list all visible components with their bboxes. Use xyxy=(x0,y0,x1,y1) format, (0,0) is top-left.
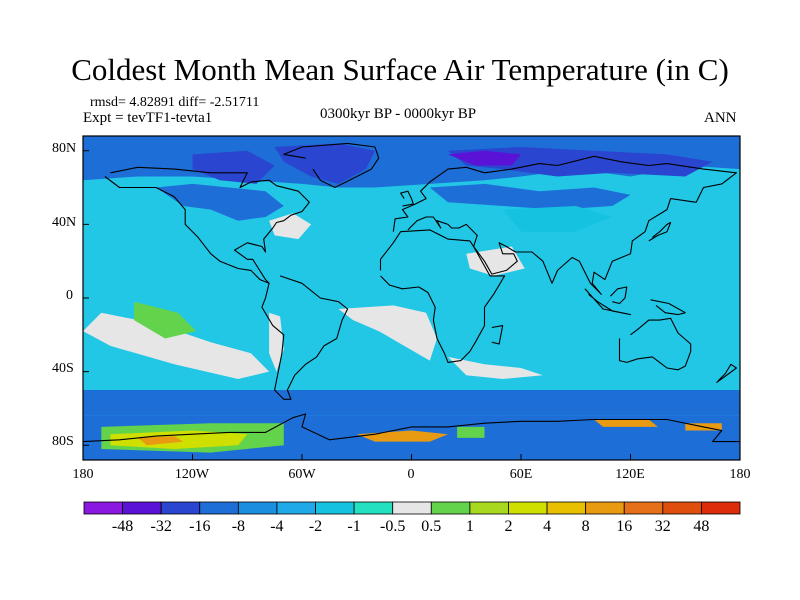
colorbar-swatch-0 xyxy=(83,501,123,515)
lon-tick-60e: 60E xyxy=(509,467,533,482)
colorbar-label-14: 32 xyxy=(654,518,671,535)
coast-japan xyxy=(648,221,672,242)
lat-tick-40n: 40N xyxy=(52,215,77,230)
colorbar-swatch-3 xyxy=(199,501,239,515)
field-eantarctic-green xyxy=(457,426,485,438)
experiment-label: Expt = tevTF1-tevta1 xyxy=(83,110,213,126)
lon-tick-120e: 120E xyxy=(615,467,645,482)
colorbar-label-4: -4 xyxy=(270,518,284,535)
field-atlantic-neutral xyxy=(338,305,437,361)
colorbar-swatch-14 xyxy=(623,501,664,515)
field-antarctic-orange xyxy=(137,436,184,446)
field-indian-neutral xyxy=(448,356,543,379)
coast-indonesia xyxy=(584,288,632,316)
field-central-asia-cool xyxy=(502,206,613,232)
field-southern-ocean-cold xyxy=(83,390,740,416)
rmsd-stats: rmsd= 4.82891 diff= -2.51711 xyxy=(90,95,260,110)
coast-australia xyxy=(618,317,692,371)
period-label: 0300kyr BP - 0000kyr BP xyxy=(320,106,477,122)
field-andes-neutral xyxy=(269,312,284,372)
colorbar-swatch-6 xyxy=(315,501,355,515)
field-namerica-cold xyxy=(156,183,284,221)
colorbar-swatch-7 xyxy=(353,501,394,515)
colorbar-label-1: -32 xyxy=(150,518,172,535)
field-s-pacific-green xyxy=(134,301,197,339)
lat-tick-80s: 80S xyxy=(52,434,74,449)
colorbar-label-13: 16 xyxy=(616,518,633,535)
colorbar-swatch-9 xyxy=(430,501,471,515)
coast-africa xyxy=(379,229,506,363)
colorbar-swatch-15 xyxy=(662,501,702,515)
field-siberia-coldest xyxy=(448,150,521,166)
field-greenland-colder xyxy=(274,143,375,184)
coast-eurasia xyxy=(392,155,737,295)
axis-ticks xyxy=(82,150,741,460)
colorbar-label-15: 48 xyxy=(693,518,710,535)
colorbar-swatch-13 xyxy=(585,501,625,515)
lon-tick-120w: 120W xyxy=(174,467,210,482)
colorbar-label-7: -0.5 xyxy=(380,518,406,535)
field-pacific-neutral xyxy=(83,312,270,379)
field-natl-neutral xyxy=(269,213,312,240)
coastlines xyxy=(82,142,740,443)
colorbar-label-0: -48 xyxy=(111,518,134,535)
season-label: ANN xyxy=(704,110,737,126)
coast-new-zealand xyxy=(715,363,737,384)
coast-new-guinea xyxy=(650,299,686,316)
colorbar-label-3: -8 xyxy=(231,518,246,535)
colorbar-swatch-16 xyxy=(701,501,741,515)
temperature-field xyxy=(83,136,740,460)
colorbar-label-5: -2 xyxy=(308,518,323,535)
coast-north-america xyxy=(104,166,310,284)
chart-title: Coldest Month Mean Surface Air Temperatu… xyxy=(71,52,729,87)
colorbar-label-11: 4 xyxy=(543,518,552,535)
colorbar-label-9: 1 xyxy=(465,518,474,535)
coast-uk xyxy=(400,190,414,207)
colorbar-swatch-4 xyxy=(237,501,278,515)
field-canada-colder xyxy=(192,150,275,184)
lon-tick-180e: 180 xyxy=(729,467,751,482)
lat-tick-80n: 80N xyxy=(52,141,77,156)
colorbar-swatch-2 xyxy=(160,501,201,515)
colorbar-label-8: 0.5 xyxy=(421,518,442,535)
coast-greenland xyxy=(283,142,380,189)
lon-tick-0: 0 xyxy=(407,467,415,482)
field-eurasia-cold xyxy=(429,183,631,210)
colorbar-swatch-10 xyxy=(469,501,509,515)
lat-tick-0: 0 xyxy=(66,288,73,303)
colorbar-swatch-8 xyxy=(392,501,432,515)
lon-tick-180w: 180 xyxy=(72,467,94,482)
colorbar-label-12: 8 xyxy=(581,518,590,535)
coast-borneo xyxy=(610,286,628,305)
colorbar-label-2: -16 xyxy=(189,518,211,535)
colorbar-label-6: -1 xyxy=(347,518,361,535)
colorbar-swatch-12 xyxy=(546,501,587,515)
lon-tick-60w: 60W xyxy=(288,467,316,482)
colorbar-swatch-5 xyxy=(276,501,316,515)
colorbar-swatch-1 xyxy=(122,501,162,515)
colorbar-swatch-11 xyxy=(508,501,548,515)
coast-antarctica xyxy=(82,413,740,443)
coast-madagascar xyxy=(491,325,504,345)
lat-tick-40s: 40S xyxy=(52,361,74,376)
colorbar-label-10: 2 xyxy=(504,518,513,535)
coast-south-america xyxy=(261,275,349,400)
field-eantarctic-orange xyxy=(594,419,658,427)
